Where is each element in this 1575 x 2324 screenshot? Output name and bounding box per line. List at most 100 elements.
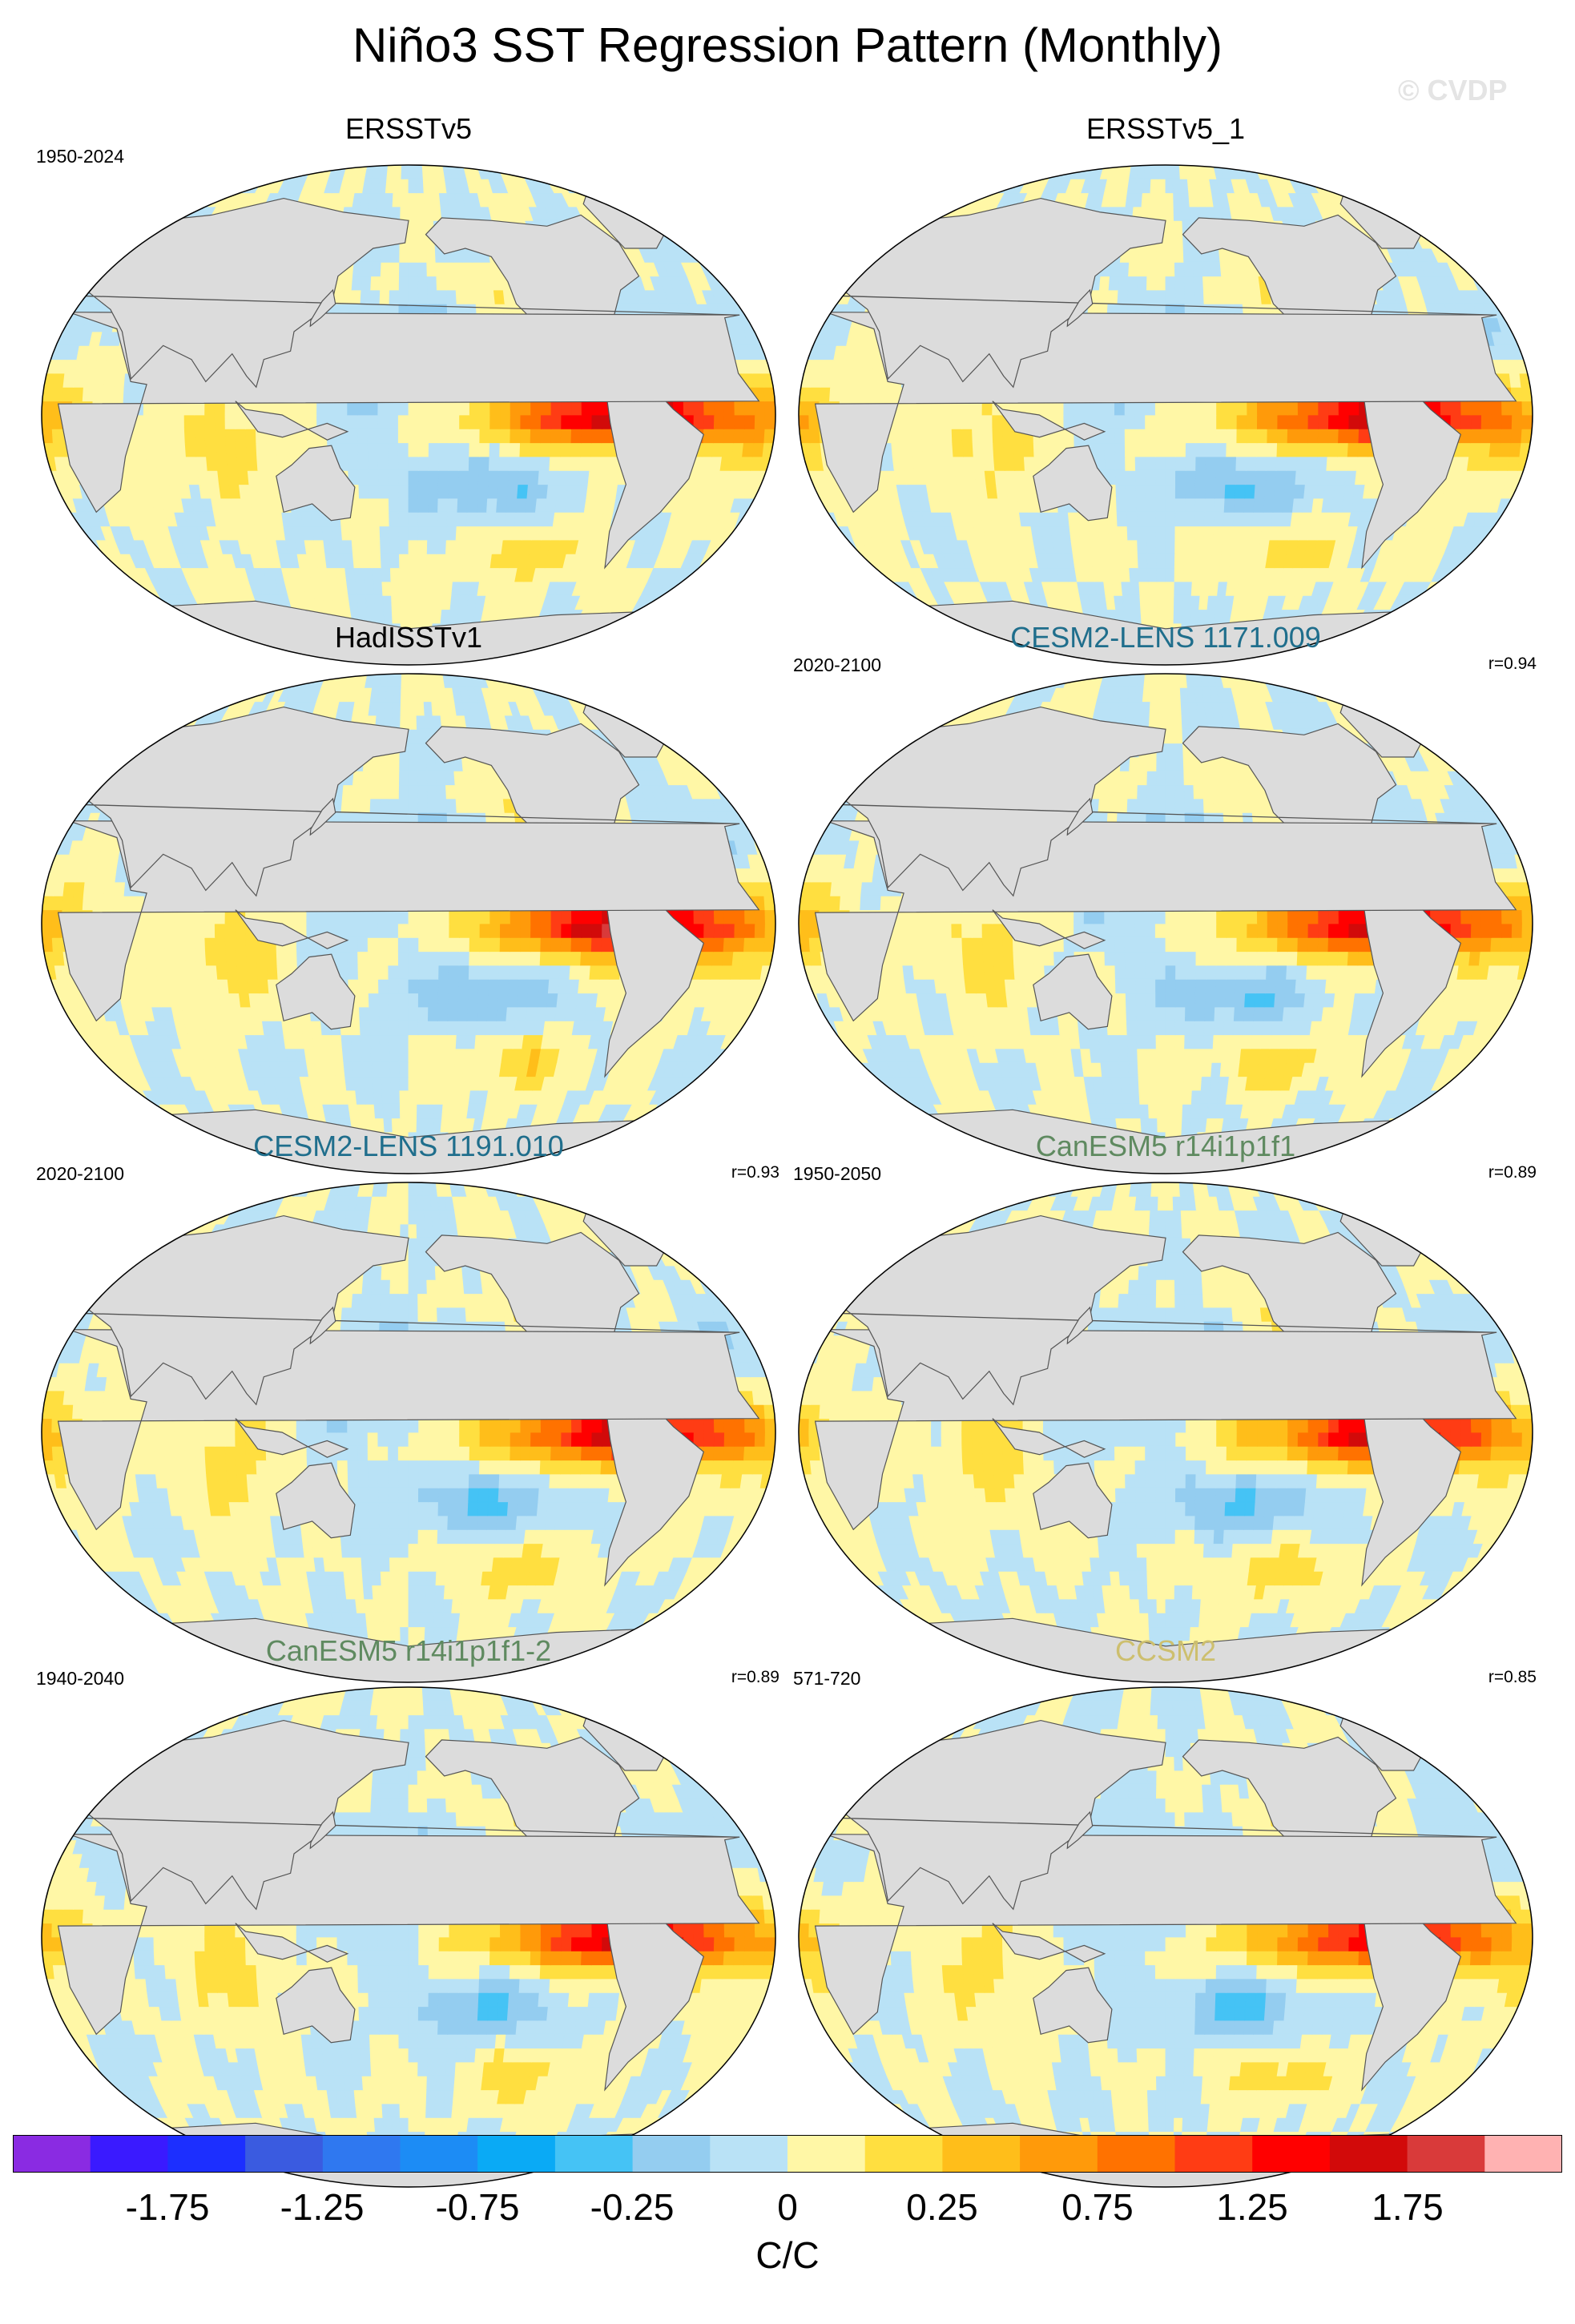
colorbar-tick-label: 0 — [777, 2185, 798, 2229]
landmass — [64, 1214, 740, 1406]
colorbar-swatch — [788, 2135, 866, 2173]
landmass — [276, 953, 356, 1030]
panel-correlation: r=0.89 — [731, 1668, 779, 1687]
map-panel: HadISSTv1 — [36, 621, 781, 1182]
colorbar-swatch — [1484, 2135, 1562, 2173]
map-panel: CESM2-LENS 1171.009 2020-2100 r=0.94 — [793, 621, 1538, 1182]
sst-field — [799, 1182, 1533, 1682]
panel-title: CESM2-LENS 1191.010 — [36, 1130, 781, 1163]
panel-title: ERSSTv5_1 — [793, 112, 1538, 146]
colorbar-swatch — [322, 2135, 401, 2173]
panel-correlation: r=0.85 — [1488, 1668, 1537, 1687]
landmass — [821, 706, 1497, 897]
colorbar-swatch — [400, 2135, 478, 2173]
landmass — [57, 820, 760, 1022]
panel-period: 2020-2100 — [36, 1163, 124, 1185]
landmass — [276, 1967, 356, 2044]
landmass — [1066, 1306, 1094, 1345]
landmass — [276, 1462, 356, 1539]
sst-field — [42, 1687, 775, 2187]
landmass — [992, 401, 1106, 441]
colorbar-swatch — [1329, 2135, 1408, 2173]
landmass — [276, 445, 356, 522]
landmass — [1033, 953, 1113, 1030]
panel-period: 571-720 — [793, 1668, 860, 1690]
panel-title: CanESM5 r14i1p1f1-2 — [36, 1634, 781, 1668]
panel-correlation: r=0.93 — [731, 1163, 779, 1182]
sst-field — [42, 1182, 775, 1682]
landmass — [821, 1719, 1497, 1911]
colorbar-swatch — [1407, 2135, 1485, 2173]
landmass — [57, 1834, 760, 2036]
landmass — [235, 909, 349, 949]
world-map — [798, 164, 1533, 666]
colorbar-swatch — [864, 2135, 943, 2173]
landmass — [309, 288, 336, 328]
landmass — [309, 1306, 336, 1345]
landmass — [1033, 445, 1113, 522]
colorbar-swatch — [710, 2135, 788, 2173]
landmass — [57, 312, 760, 514]
map-border — [41, 164, 776, 666]
world-map — [41, 1686, 776, 2188]
panel-period: 1950-2024 — [36, 146, 124, 167]
panel-title: HadISSTv1 — [36, 621, 781, 655]
colorbar-tick-label: 1.75 — [1372, 2185, 1444, 2229]
landmass — [64, 197, 740, 389]
world-map — [41, 164, 776, 666]
map-border — [41, 673, 776, 1174]
world-map — [41, 1182, 776, 1683]
map-panel: CanESM5 r14i1p1f1 1950-2050 r=0.89 — [793, 1130, 1538, 1690]
landmass — [821, 1214, 1497, 1406]
colorbar-tick-label: -1.75 — [126, 2185, 210, 2229]
world-map — [798, 1182, 1533, 1683]
colorbar-tick-label: -0.75 — [436, 2185, 520, 2229]
map-panel: ERSSTv5 1950-2024 — [36, 112, 781, 673]
map-panel: CCSM2 571-720 r=0.85 — [793, 1634, 1538, 2195]
landmass — [235, 1923, 349, 1963]
landmass — [992, 1418, 1106, 1458]
panel-period: 2020-2100 — [793, 655, 881, 676]
landmass — [814, 1834, 1517, 2036]
map-border — [798, 673, 1533, 1174]
figure-title: Niño3 SST Regression Pattern (Monthly) — [0, 18, 1575, 73]
colorbar-swatch — [1097, 2135, 1175, 2173]
colorbar-swatch — [167, 2135, 246, 2173]
colorbar-swatch — [554, 2135, 634, 2173]
colorbar-tick-label: -1.25 — [280, 2185, 365, 2229]
world-map — [41, 673, 776, 1174]
sst-field — [799, 1687, 1533, 2187]
colorbar-swatch — [90, 2135, 168, 2173]
colorbar-tick-label: -0.25 — [590, 2185, 675, 2229]
landmass — [64, 1719, 740, 1911]
colorbar-swatch — [1252, 2135, 1331, 2173]
sst-field — [42, 165, 775, 665]
landmass — [814, 820, 1517, 1022]
colorbar-swatch — [632, 2135, 711, 2173]
colorbar-units: C/C — [0, 2233, 1575, 2277]
sst-field — [42, 674, 775, 1174]
world-map — [798, 1686, 1533, 2188]
map-border — [798, 1182, 1533, 1683]
panel-period: 1940-2040 — [36, 1668, 124, 1690]
panel-title: ERSSTv5 — [36, 112, 781, 146]
colorbar-swatch — [942, 2135, 1021, 2173]
landmass — [235, 1418, 349, 1458]
landmass — [1066, 1810, 1094, 1850]
colorbar — [13, 2135, 1562, 2173]
landmass — [1033, 1967, 1113, 2044]
landmass — [309, 797, 336, 836]
colorbar-tick-label: 0.75 — [1061, 2185, 1134, 2229]
landmass — [821, 197, 1497, 389]
colorbar-swatch — [245, 2135, 324, 2173]
landmass — [814, 1329, 1517, 1531]
landmass — [992, 1923, 1106, 1963]
map-border — [41, 1182, 776, 1683]
landmass — [814, 312, 1517, 514]
colorbar-swatch — [477, 2135, 556, 2173]
map-panel: CESM2-LENS 1191.010 2020-2100 r=0.93 — [36, 1130, 781, 1690]
colorbar-swatch — [13, 2135, 91, 2173]
landmass — [57, 1329, 760, 1531]
panel-title: CanESM5 r14i1p1f1 — [793, 1130, 1538, 1163]
landmass — [1033, 1462, 1113, 1539]
